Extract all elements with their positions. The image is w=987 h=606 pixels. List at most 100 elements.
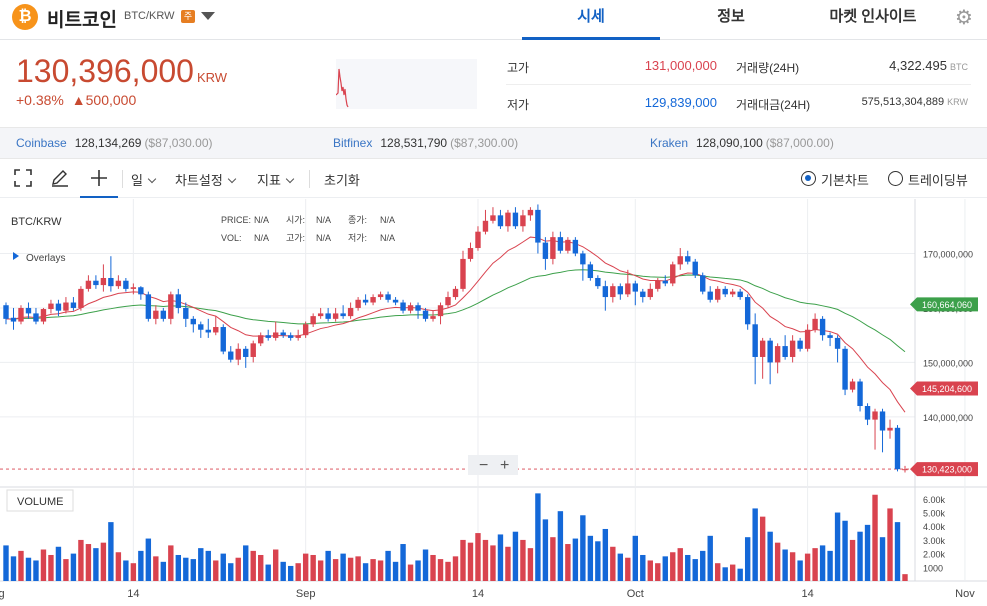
tradingview-radio[interactable] bbox=[888, 171, 903, 186]
candle-body bbox=[130, 287, 137, 289]
price-chart[interactable]: 170,000,000160,000,000150,000,000140,000… bbox=[0, 199, 987, 601]
volume-bar bbox=[40, 549, 47, 581]
volume-bar bbox=[160, 561, 167, 581]
candle-body bbox=[662, 280, 668, 284]
gear-icon[interactable]: ⚙ bbox=[955, 7, 973, 29]
volume-bar bbox=[902, 574, 908, 581]
candle-body bbox=[100, 277, 107, 286]
candle-body bbox=[580, 253, 586, 265]
volume-bar bbox=[138, 550, 144, 581]
candle-body bbox=[640, 291, 646, 298]
coin-dropdown-icon[interactable] bbox=[201, 12, 215, 20]
volume-tick-label: 6.00k bbox=[923, 495, 946, 505]
volume-bar bbox=[842, 520, 848, 581]
candle-body bbox=[789, 340, 796, 357]
volume-title-bg bbox=[6, 489, 74, 512]
volume-bars bbox=[3, 493, 908, 581]
candle-body bbox=[198, 324, 204, 330]
candle-body bbox=[819, 318, 826, 336]
x-tick-label: Nov bbox=[955, 588, 975, 600]
candle-body bbox=[759, 340, 766, 357]
candle-body bbox=[273, 332, 279, 338]
candle-body bbox=[625, 283, 631, 295]
volume-bar bbox=[587, 535, 594, 581]
candle-body bbox=[63, 302, 69, 311]
overlays-toggle[interactable]: Overlays bbox=[26, 253, 65, 264]
period-select[interactable]: 일 bbox=[131, 170, 157, 189]
volume-bar bbox=[205, 550, 211, 581]
volume-bar bbox=[527, 548, 534, 581]
candle-body bbox=[213, 327, 219, 333]
candle-body bbox=[572, 239, 579, 254]
indicators-menu[interactable]: 지표 bbox=[257, 170, 295, 189]
fullscreen-icon[interactable] bbox=[14, 169, 32, 192]
period-label: 일 bbox=[131, 173, 143, 188]
candle-body bbox=[834, 337, 841, 349]
price-tag bbox=[910, 462, 978, 477]
volume-unit: BTC bbox=[950, 62, 968, 72]
volume-bar bbox=[857, 531, 863, 581]
y-tick-label: 150,000,000 bbox=[923, 358, 973, 368]
volume-bar bbox=[93, 548, 99, 581]
exchange-price: 128,134,269 bbox=[74, 136, 142, 150]
candle-body bbox=[542, 242, 549, 259]
chart-svg[interactable]: 170,000,000160,000,000150,000,000140,000… bbox=[0, 199, 987, 601]
volume-bar bbox=[647, 560, 653, 581]
tradingview-label[interactable]: 트레이딩뷰 bbox=[908, 173, 968, 188]
chart-settings-menu[interactable]: 차트설정 bbox=[175, 170, 237, 189]
candle-body bbox=[782, 346, 788, 357]
price-tag bbox=[910, 297, 978, 312]
volume-bar bbox=[670, 552, 676, 581]
volume-bar bbox=[767, 531, 773, 581]
volume-bar bbox=[610, 546, 616, 581]
zoom-in-button[interactable]: + bbox=[500, 457, 509, 474]
pencil-icon[interactable] bbox=[50, 169, 70, 192]
candle-body bbox=[265, 335, 271, 338]
volume-bar bbox=[340, 553, 346, 581]
zoom-out-button[interactable]: − bbox=[479, 457, 488, 474]
candle-body bbox=[168, 294, 174, 319]
candle-body bbox=[40, 309, 47, 322]
basic-chart-radio[interactable] bbox=[801, 171, 816, 186]
candle-body bbox=[774, 346, 781, 363]
candle-body bbox=[535, 209, 541, 243]
candle-body bbox=[295, 335, 301, 338]
candle-body bbox=[767, 340, 773, 363]
legend-close-label: 종가: bbox=[348, 215, 367, 225]
reset-button[interactable]: 초기화 bbox=[324, 173, 360, 188]
volume-bar bbox=[617, 553, 624, 581]
volume-bar bbox=[520, 539, 526, 581]
candle-body bbox=[445, 297, 451, 306]
tab-market-insight[interactable]: 마켓 인사이트 bbox=[829, 8, 917, 25]
crosshair-tool[interactable] bbox=[80, 160, 118, 198]
candle-body bbox=[827, 335, 833, 338]
price-axis: 170,000,000160,000,000150,000,000140,000… bbox=[923, 249, 973, 422]
volume-bar bbox=[377, 560, 384, 581]
candle-body bbox=[430, 316, 436, 319]
candle-body bbox=[520, 215, 526, 227]
volume-bar bbox=[797, 560, 803, 581]
volume-bar bbox=[460, 539, 466, 581]
volume-bar bbox=[85, 544, 92, 581]
coin-name[interactable]: 비트코인 bbox=[47, 10, 117, 31]
candle-body bbox=[25, 307, 32, 314]
price-tags: 160,664,060 145,204,600 130,423,000 bbox=[910, 297, 978, 477]
tab-info[interactable]: 정보 bbox=[717, 8, 745, 25]
chart-settings-label: 차트설정 bbox=[175, 173, 223, 188]
volume-bar bbox=[782, 549, 788, 581]
toolbar-divider bbox=[309, 170, 310, 188]
exchange-usd: ($87,030.00) bbox=[144, 136, 213, 150]
tab-quote[interactable]: 시세 bbox=[522, 0, 660, 40]
price-tag-label: 145,204,600 bbox=[922, 384, 972, 394]
volume-bar bbox=[18, 550, 24, 581]
volume-bar bbox=[115, 552, 122, 581]
triangle-right-icon[interactable] bbox=[13, 252, 19, 260]
candle-body bbox=[10, 317, 17, 322]
candle-body bbox=[864, 406, 871, 420]
volume-bar bbox=[737, 568, 743, 581]
candle-body bbox=[849, 381, 856, 390]
basic-chart-label[interactable]: 기본차트 bbox=[821, 173, 869, 188]
volume-tick-label: 3.00k bbox=[923, 536, 946, 546]
candle-body bbox=[527, 209, 534, 216]
indicators-label: 지표 bbox=[257, 173, 281, 188]
